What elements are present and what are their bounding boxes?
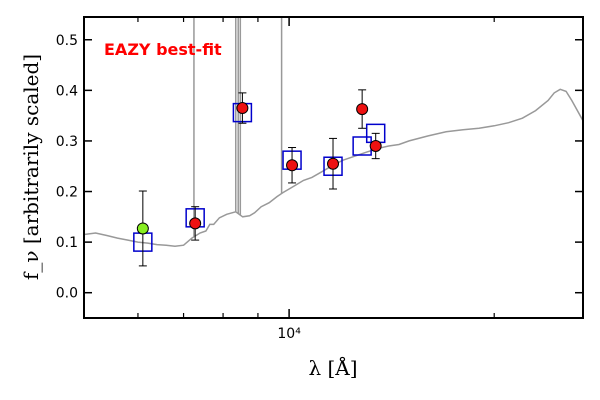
y-tick-label: 0.5: [56, 33, 78, 49]
observed-point: [236, 102, 249, 115]
plot-area: [84, 17, 583, 267]
x-axis-title: λ [Å]: [308, 355, 357, 380]
observed-point: [369, 140, 382, 152]
y-tick-label: 0.0: [56, 286, 78, 302]
observed-point: [136, 222, 149, 235]
template-spectrum-line: [84, 88, 583, 247]
y-tick-label: 0.3: [56, 134, 78, 150]
x-tick-label: 10⁴: [277, 326, 301, 342]
observed-point: [356, 103, 369, 116]
y-tick-label: 0.4: [56, 83, 78, 99]
observed-point: [327, 157, 340, 170]
y-tick-label: 0.2: [56, 185, 78, 201]
plot-frame: [83, 16, 584, 319]
annotation-eazy-best-fit: EAZY best-fit: [104, 40, 222, 59]
y-tick-label: 0.1: [56, 235, 78, 251]
observed-point: [286, 159, 299, 172]
observed-point: [189, 217, 202, 230]
axes: 0.0 0.1 0.2 0.3 0.4 0.5 10⁴: [56, 16, 584, 342]
y-axis-title: f_ν [arbitrarily scaled]: [19, 54, 43, 280]
